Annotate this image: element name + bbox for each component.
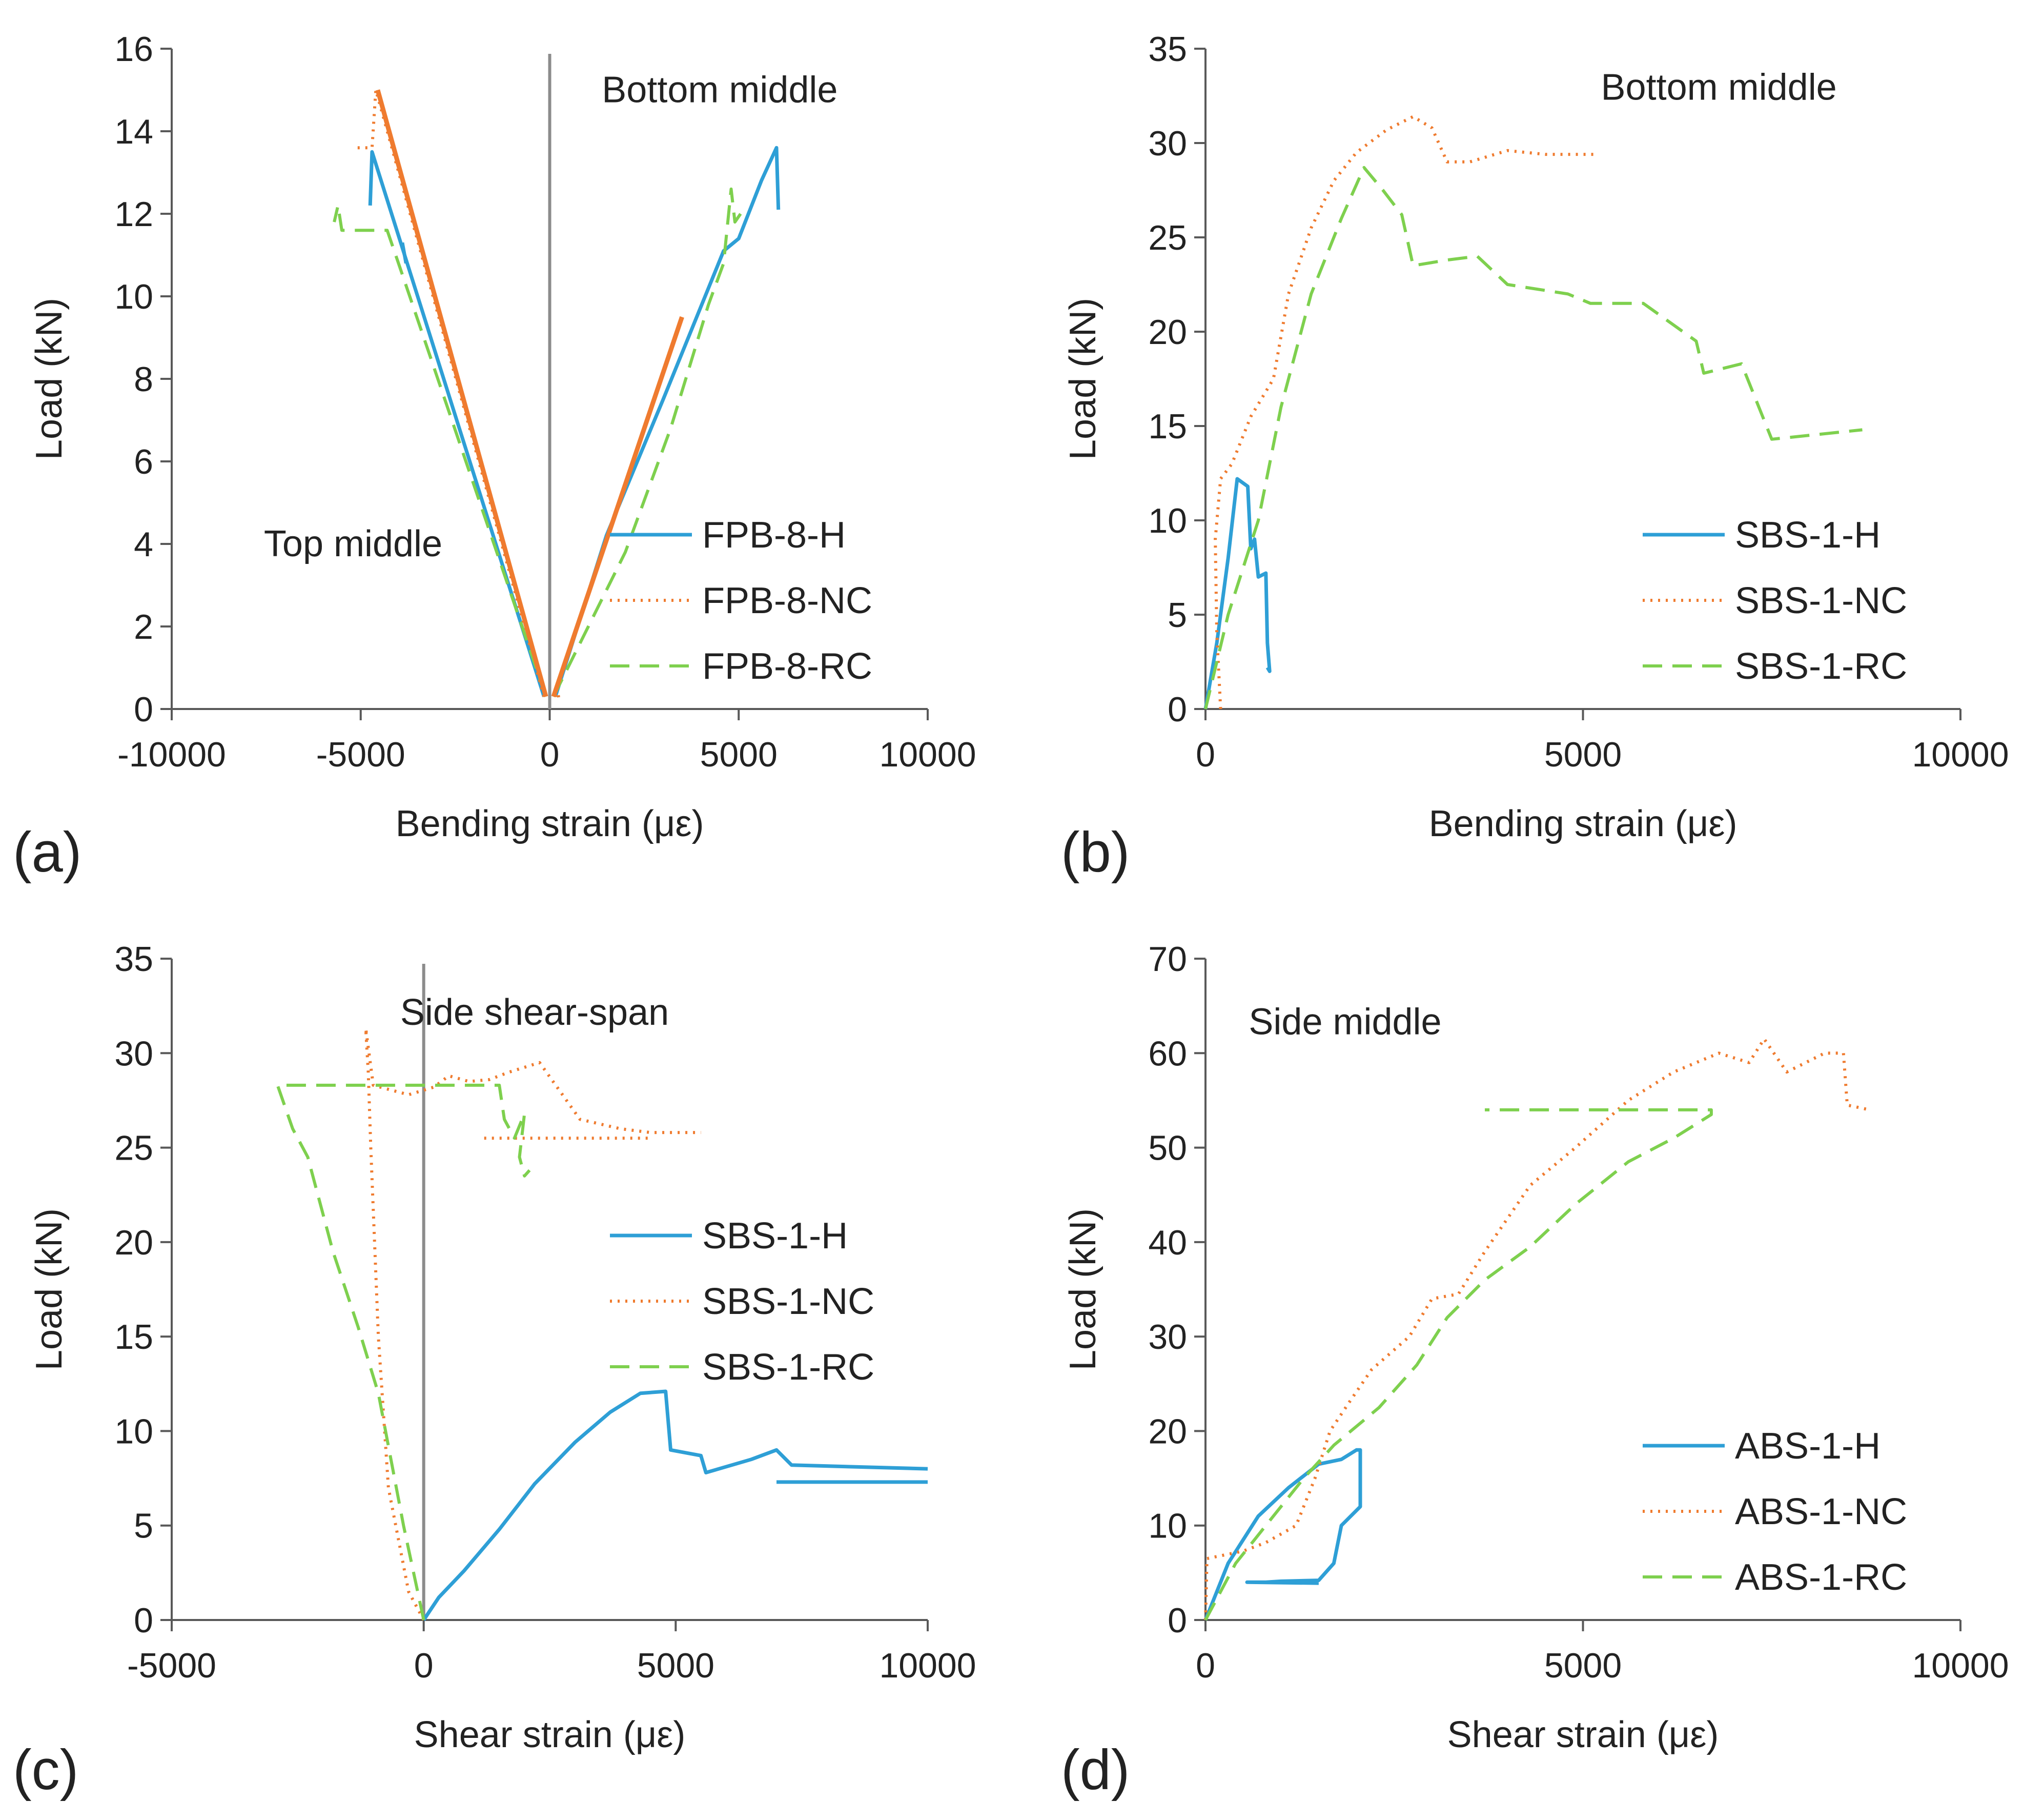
annotation-text: Side middle [1249, 1001, 1441, 1042]
series-line [551, 316, 684, 698]
x-tick-label: 5000 [1544, 735, 1622, 774]
y-tick-label: 0 [134, 690, 153, 729]
y-tick-label: 15 [1148, 407, 1187, 446]
y-tick-label: 5 [134, 1507, 153, 1546]
y-tick-label: 20 [114, 1223, 153, 1262]
x-tick-label: -5000 [127, 1646, 216, 1685]
y-axis-label: Load (kN) [1062, 1208, 1103, 1370]
series-line [1214, 115, 1598, 710]
legend-entry: ABS-1-H [1735, 1426, 1881, 1467]
chart-panel-4: 0 10 20 30 40 50 60 70 0 5000 10000 Shear strain (μ… [1061, 940, 2009, 1801]
y-tick-label: 10 [114, 1412, 153, 1451]
y-tick-label: 35 [1148, 30, 1187, 69]
panel-label: (c) [13, 1738, 78, 1801]
legend-entry: FPB-8-NC [702, 580, 872, 621]
annotation-text: Side shear-span [400, 992, 669, 1033]
legend-entry: SBS-1-NC [702, 1281, 874, 1322]
annotation-text: Bottom middle [602, 70, 837, 111]
x-tick-label: 5000 [1544, 1646, 1622, 1685]
y-tick-label: 14 [114, 112, 153, 151]
y-tick-label: 30 [1148, 124, 1187, 163]
y-tick-label: 30 [114, 1034, 153, 1073]
x-axis-label: Bending strain (με) [396, 803, 704, 844]
x-tick-label: 0 [1196, 1646, 1215, 1685]
legend-entry: FPB-8-H [702, 515, 846, 556]
panel-label: (d) [1061, 1738, 1130, 1801]
x-tick-label: 5000 [637, 1646, 714, 1685]
series-line [1203, 1448, 1362, 1621]
x-tick-label: 10000 [879, 735, 976, 774]
y-tick-label: 10 [1148, 1507, 1187, 1546]
y-tick-label: 25 [1148, 218, 1187, 257]
x-axis-label: Shear strain (με) [414, 1714, 686, 1755]
series-line [1204, 1108, 1713, 1621]
y-tick-label: 15 [114, 1318, 153, 1356]
annotation-text: Top middle [264, 523, 442, 564]
y-tick-label: 10 [1148, 501, 1187, 540]
series-line [375, 89, 548, 698]
y-tick-label: 35 [114, 940, 153, 979]
x-tick-label: 0 [540, 735, 560, 774]
legend-entry: ABS-1-NC [1735, 1491, 1907, 1532]
x-tick-label: 10000 [879, 1646, 976, 1685]
y-tick-label: 20 [1148, 313, 1187, 352]
chart-panel-2: 0 5 10 15 20 25 30 35 0 5000 10000 Bending strain (… [1061, 30, 2009, 884]
y-tick-label: 0 [1168, 690, 1187, 729]
x-tick-label: 0 [414, 1646, 434, 1685]
legend-entry: SBS-1-RC [1735, 646, 1907, 687]
series-line [333, 204, 547, 697]
y-axis-label: Load (kN) [29, 1208, 70, 1370]
legend-entry: SBS-1-NC [1735, 580, 1907, 621]
legend-entry: ABS-1-RC [1735, 1557, 1907, 1598]
chart-panel-1: 0 2 4 6 8 10 12 14 16 -10000 -5000 0 5000 10000 Bendin… [13, 30, 976, 884]
x-tick-label: 10000 [1912, 735, 2009, 774]
y-tick-label: 40 [1148, 1223, 1187, 1262]
legend-entry: SBS-1-H [702, 1216, 848, 1257]
series-line [400, 242, 408, 264]
y-tick-label: 12 [114, 195, 153, 234]
y-tick-label: 25 [114, 1129, 153, 1168]
x-tick-label: 0 [1196, 735, 1215, 774]
series-line [1203, 477, 1272, 710]
legend-entry: SBS-1-H [1735, 515, 1881, 556]
x-tick-label: 10000 [1912, 1646, 2009, 1685]
series-line [422, 1389, 928, 1621]
y-tick-label: 70 [1148, 940, 1187, 979]
series-line [552, 187, 748, 698]
y-tick-label: 5 [1168, 596, 1187, 635]
y-tick-label: 50 [1148, 1129, 1187, 1168]
panel-label: (a) [13, 821, 81, 884]
y-axis-label: Load (kN) [29, 298, 70, 460]
y-tick-label: 30 [1148, 1318, 1187, 1356]
y-tick-label: 8 [134, 360, 153, 399]
series-line [364, 1027, 701, 1621]
y-tick-label: 0 [1168, 1601, 1187, 1640]
y-tick-label: 0 [134, 1601, 153, 1640]
y-tick-label: 2 [134, 608, 153, 646]
x-tick-label: -10000 [117, 735, 226, 774]
series-line [1204, 1037, 1870, 1621]
x-tick-label: -5000 [316, 735, 405, 774]
x-axis-label: Bending strain (με) [1429, 803, 1738, 844]
annotation-text: Bottom middle [1601, 67, 1837, 108]
y-tick-label: 16 [114, 30, 153, 69]
x-tick-label: 5000 [700, 735, 778, 774]
panel-label: (b) [1061, 821, 1130, 884]
x-axis-label: Shear strain (με) [1447, 1714, 1719, 1755]
y-tick-label: 6 [134, 442, 153, 481]
y-tick-label: 10 [114, 277, 153, 316]
series-line [1204, 166, 1863, 710]
series-line [368, 150, 546, 697]
y-axis-label: Load (kN) [1062, 298, 1103, 460]
chart-panel-3: 0 5 10 15 20 25 30 35 -5000 0 5000 10000 Shear strai… [13, 940, 976, 1801]
y-tick-label: 20 [1148, 1412, 1187, 1451]
y-tick-label: 60 [1148, 1034, 1187, 1073]
legend-entry: SBS-1-RC [702, 1347, 874, 1388]
y-tick-label: 4 [134, 525, 153, 564]
legend-entry: FPB-8-RC [702, 646, 872, 687]
